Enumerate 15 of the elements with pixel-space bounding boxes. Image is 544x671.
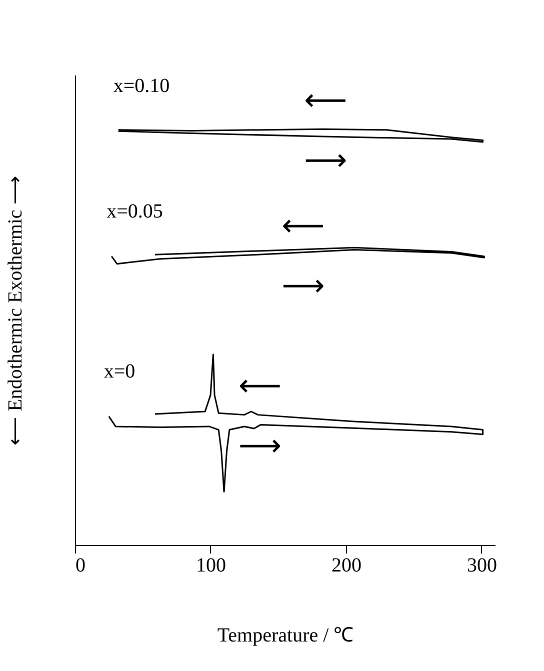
series-label: x=0 [104,360,136,382]
y-axis-title: ⟵ Endothermic Exothermic ⟶ [4,176,26,446]
x-tick-label: 0 [76,554,86,576]
annotation: ⟶ [282,268,325,304]
annotation: ⟶ [238,428,282,464]
x-tick-label: 300 [466,554,497,576]
series-label: x=0.10 [113,75,170,98]
annotation: ⟶ [304,143,348,178]
x-tick-label: 100 [196,554,226,576]
x-axis-title: Temperature / ℃ [217,624,354,646]
text: ⟵ [304,83,348,118]
series-label: x=0.05 [106,200,163,222]
annotation: ⟵ [238,368,282,404]
annotation: ⟵ [282,208,325,244]
x-tick-label: 200 [331,554,362,576]
